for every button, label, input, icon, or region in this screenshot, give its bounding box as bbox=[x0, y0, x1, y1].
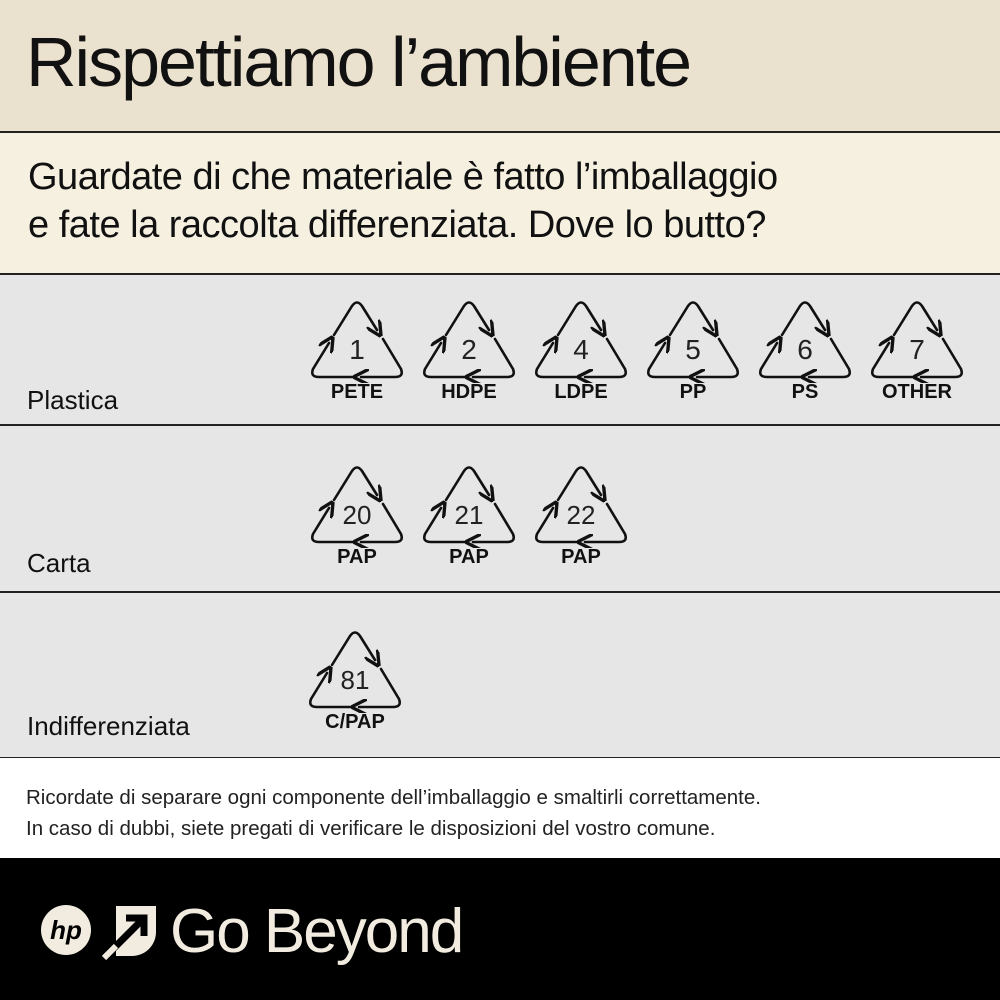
recycle-triangle-icon: 1 bbox=[310, 301, 404, 383]
symbol-code: OTHER bbox=[882, 381, 952, 403]
recycling-symbol: 5 PP bbox=[643, 297, 743, 404]
symbol-number: 5 bbox=[685, 334, 701, 365]
header: Rispettiamo l’ambiente bbox=[0, 0, 1000, 133]
row-label: Carta bbox=[27, 548, 91, 578]
recycle-triangle-icon: 4 bbox=[534, 301, 628, 383]
symbol-code: PP bbox=[679, 381, 707, 403]
symbol-number: 22 bbox=[567, 500, 596, 530]
tagline: Go Beyond bbox=[170, 897, 464, 966]
recycle-triangle-icon: 6 bbox=[758, 301, 852, 383]
svg-text:hp: hp bbox=[50, 915, 82, 945]
recycling-symbol: 4 LDPE bbox=[531, 297, 631, 404]
row-plastica: Plastica bbox=[0, 275, 1000, 426]
recycling-symbol: 1 PETE bbox=[307, 297, 407, 404]
symbol-number: 6 bbox=[797, 334, 813, 365]
recycling-symbol: 7 OTHER bbox=[867, 297, 967, 404]
symbol-number: 7 bbox=[909, 334, 925, 365]
arrow-logo-icon bbox=[102, 906, 156, 960]
footer: hp Go Beyond bbox=[0, 858, 1000, 1000]
recycling-symbol: 81 C/PAP bbox=[305, 627, 405, 734]
recycling-symbol: 2 HDPE bbox=[419, 297, 519, 404]
recycling-symbol: 6 PS bbox=[755, 297, 855, 404]
recycle-triangle-icon: 5 bbox=[646, 301, 740, 383]
recycle-triangle-icon: 20 bbox=[310, 466, 404, 548]
recycle-triangle-icon: 81 bbox=[308, 631, 402, 713]
symbol-number: 20 bbox=[343, 500, 372, 530]
row-carta: Carta bbox=[0, 426, 1000, 593]
subtitle-line-2: e fate la raccolta differenziata. Dove l… bbox=[28, 204, 766, 246]
note-line-2: In caso di dubbi, siete pregati di verif… bbox=[26, 817, 716, 840]
subtitle-line-1: Guardate di che materiale è fatto l’imba… bbox=[28, 156, 778, 198]
symbol-code: PAP bbox=[561, 546, 601, 568]
symbol-code: HDPE bbox=[441, 381, 497, 403]
row-label: Plastica bbox=[27, 385, 119, 415]
symbol-number: 4 bbox=[573, 334, 589, 365]
recycle-triangle-icon: 7 bbox=[870, 301, 964, 383]
symbol-code: PS bbox=[791, 381, 819, 403]
symbol-code: PETE bbox=[330, 381, 384, 403]
subtitle-band: Guardate di che materiale è fatto l’imba… bbox=[0, 133, 1000, 275]
symbol-code: PAP bbox=[449, 546, 489, 568]
page-title: Rispettiamo l’ambiente bbox=[26, 23, 692, 101]
symbol-code: C/PAP bbox=[325, 711, 385, 733]
symbol-code: LDPE bbox=[554, 381, 608, 403]
row-indifferenziata: Indifferenziata bbox=[0, 593, 1000, 759]
recycling-symbol: 22 PAP bbox=[531, 462, 631, 569]
symbol-number: 81 bbox=[341, 665, 370, 695]
symbol-number: 1 bbox=[349, 334, 365, 365]
subtitle: Guardate di che materiale è fatto l’imba… bbox=[28, 153, 778, 249]
row-label: Indifferenziata bbox=[27, 711, 190, 741]
note: Ricordate di separare ogni componente de… bbox=[0, 758, 1000, 858]
symbol-number: 2 bbox=[461, 334, 477, 365]
symbol-number: 21 bbox=[455, 500, 484, 530]
note-line-1: Ricordate di separare ogni componente de… bbox=[26, 786, 761, 809]
symbol-code: PAP bbox=[337, 546, 377, 568]
hp-logo: hp bbox=[41, 905, 91, 955]
recycle-triangle-icon: 2 bbox=[422, 301, 516, 383]
recycle-triangle-icon: 22 bbox=[534, 466, 628, 548]
recycle-triangle-icon: 21 bbox=[422, 466, 516, 548]
recycling-symbol: 21 PAP bbox=[419, 462, 519, 569]
recycling-symbol: 20 PAP bbox=[307, 462, 407, 569]
